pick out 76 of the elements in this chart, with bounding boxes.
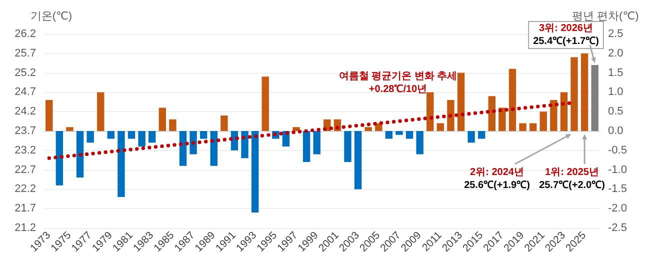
y-tick-label: 24.7	[14, 86, 36, 98]
bar	[550, 100, 558, 131]
bar	[179, 131, 187, 166]
annotation: 2위: 2024년 25.6℃(+1.9℃)	[464, 167, 530, 191]
bar	[519, 123, 526, 131]
y2-tick-label: 1.5	[608, 66, 624, 79]
bar	[344, 131, 352, 162]
bar	[396, 131, 403, 135]
bar	[138, 131, 146, 147]
bar	[313, 131, 320, 154]
y-tick-label: 23.7	[14, 125, 36, 137]
bar	[148, 131, 156, 143]
bar	[498, 108, 506, 131]
bar	[220, 115, 228, 131]
y-tick-label: 23.2	[14, 144, 36, 156]
bar	[354, 131, 362, 190]
y2-tick-label: -0.5	[608, 144, 627, 156]
bar	[76, 131, 84, 178]
y-tick-label: 25.7	[14, 47, 36, 60]
bar	[46, 100, 53, 131]
bar	[66, 127, 74, 131]
bar	[570, 57, 578, 131]
bar	[385, 131, 393, 139]
bar	[529, 123, 537, 131]
y2-tick-label: 1.0	[608, 86, 624, 98]
bar	[97, 92, 104, 131]
bar	[251, 131, 259, 212]
bar	[508, 68, 516, 131]
y-tick-label: 21.2	[14, 222, 36, 234]
bar	[86, 131, 94, 143]
y2-tick-label: 0.5	[608, 106, 624, 118]
bar	[560, 92, 568, 131]
y-tick-label: 21.7	[14, 202, 36, 215]
bar	[158, 108, 166, 131]
y2-tick-label: -1.5	[608, 183, 627, 196]
bar	[118, 131, 125, 197]
annotation: 여름철 평균기온 변화 추세 +0.28℃/10년	[338, 71, 458, 95]
y2-tick-label: -2.0	[608, 202, 627, 215]
bar	[580, 53, 588, 131]
y-tick-label: 22.7	[14, 164, 36, 176]
bar	[241, 131, 248, 158]
bar	[426, 92, 434, 131]
bar	[262, 76, 269, 131]
annotation: 1위: 2025년 25.7℃(+2.0℃)	[539, 167, 605, 191]
bar	[457, 72, 465, 131]
y-tick-label: 26.2	[14, 28, 36, 40]
bar	[591, 65, 598, 131]
annotation: 3위: 2026년 25.4℃(+1.7℃)	[533, 23, 599, 47]
bar	[468, 131, 475, 143]
bar	[406, 131, 414, 139]
y2-tick-label: -1.0	[608, 164, 627, 176]
bar	[302, 131, 310, 162]
bar	[56, 131, 64, 186]
bar	[200, 131, 208, 139]
bar	[292, 127, 300, 131]
bar	[478, 131, 486, 139]
y2-axis-title: 평년 편차(℃)	[572, 10, 639, 22]
y2-tick-label: 2.0	[608, 47, 624, 60]
bar	[364, 127, 372, 131]
bar	[190, 131, 197, 154]
y2-tick-label: 0.0	[608, 125, 624, 137]
y-tick-label: 25.2	[14, 66, 36, 79]
y-axis-title: 기온(℃)	[30, 10, 72, 22]
y-tick-label: 24.2	[14, 106, 36, 118]
bar	[416, 131, 424, 154]
bar	[169, 119, 176, 131]
bar	[107, 131, 115, 139]
y-tick-label: 22.2	[14, 183, 36, 196]
bar	[488, 96, 496, 131]
bar	[436, 123, 444, 131]
y2-tick-label: 2.5	[608, 28, 624, 40]
bar	[540, 112, 547, 131]
bar	[128, 131, 136, 139]
bar	[210, 131, 218, 166]
y2-tick-label: -2.5	[608, 222, 627, 234]
bar	[447, 100, 454, 131]
